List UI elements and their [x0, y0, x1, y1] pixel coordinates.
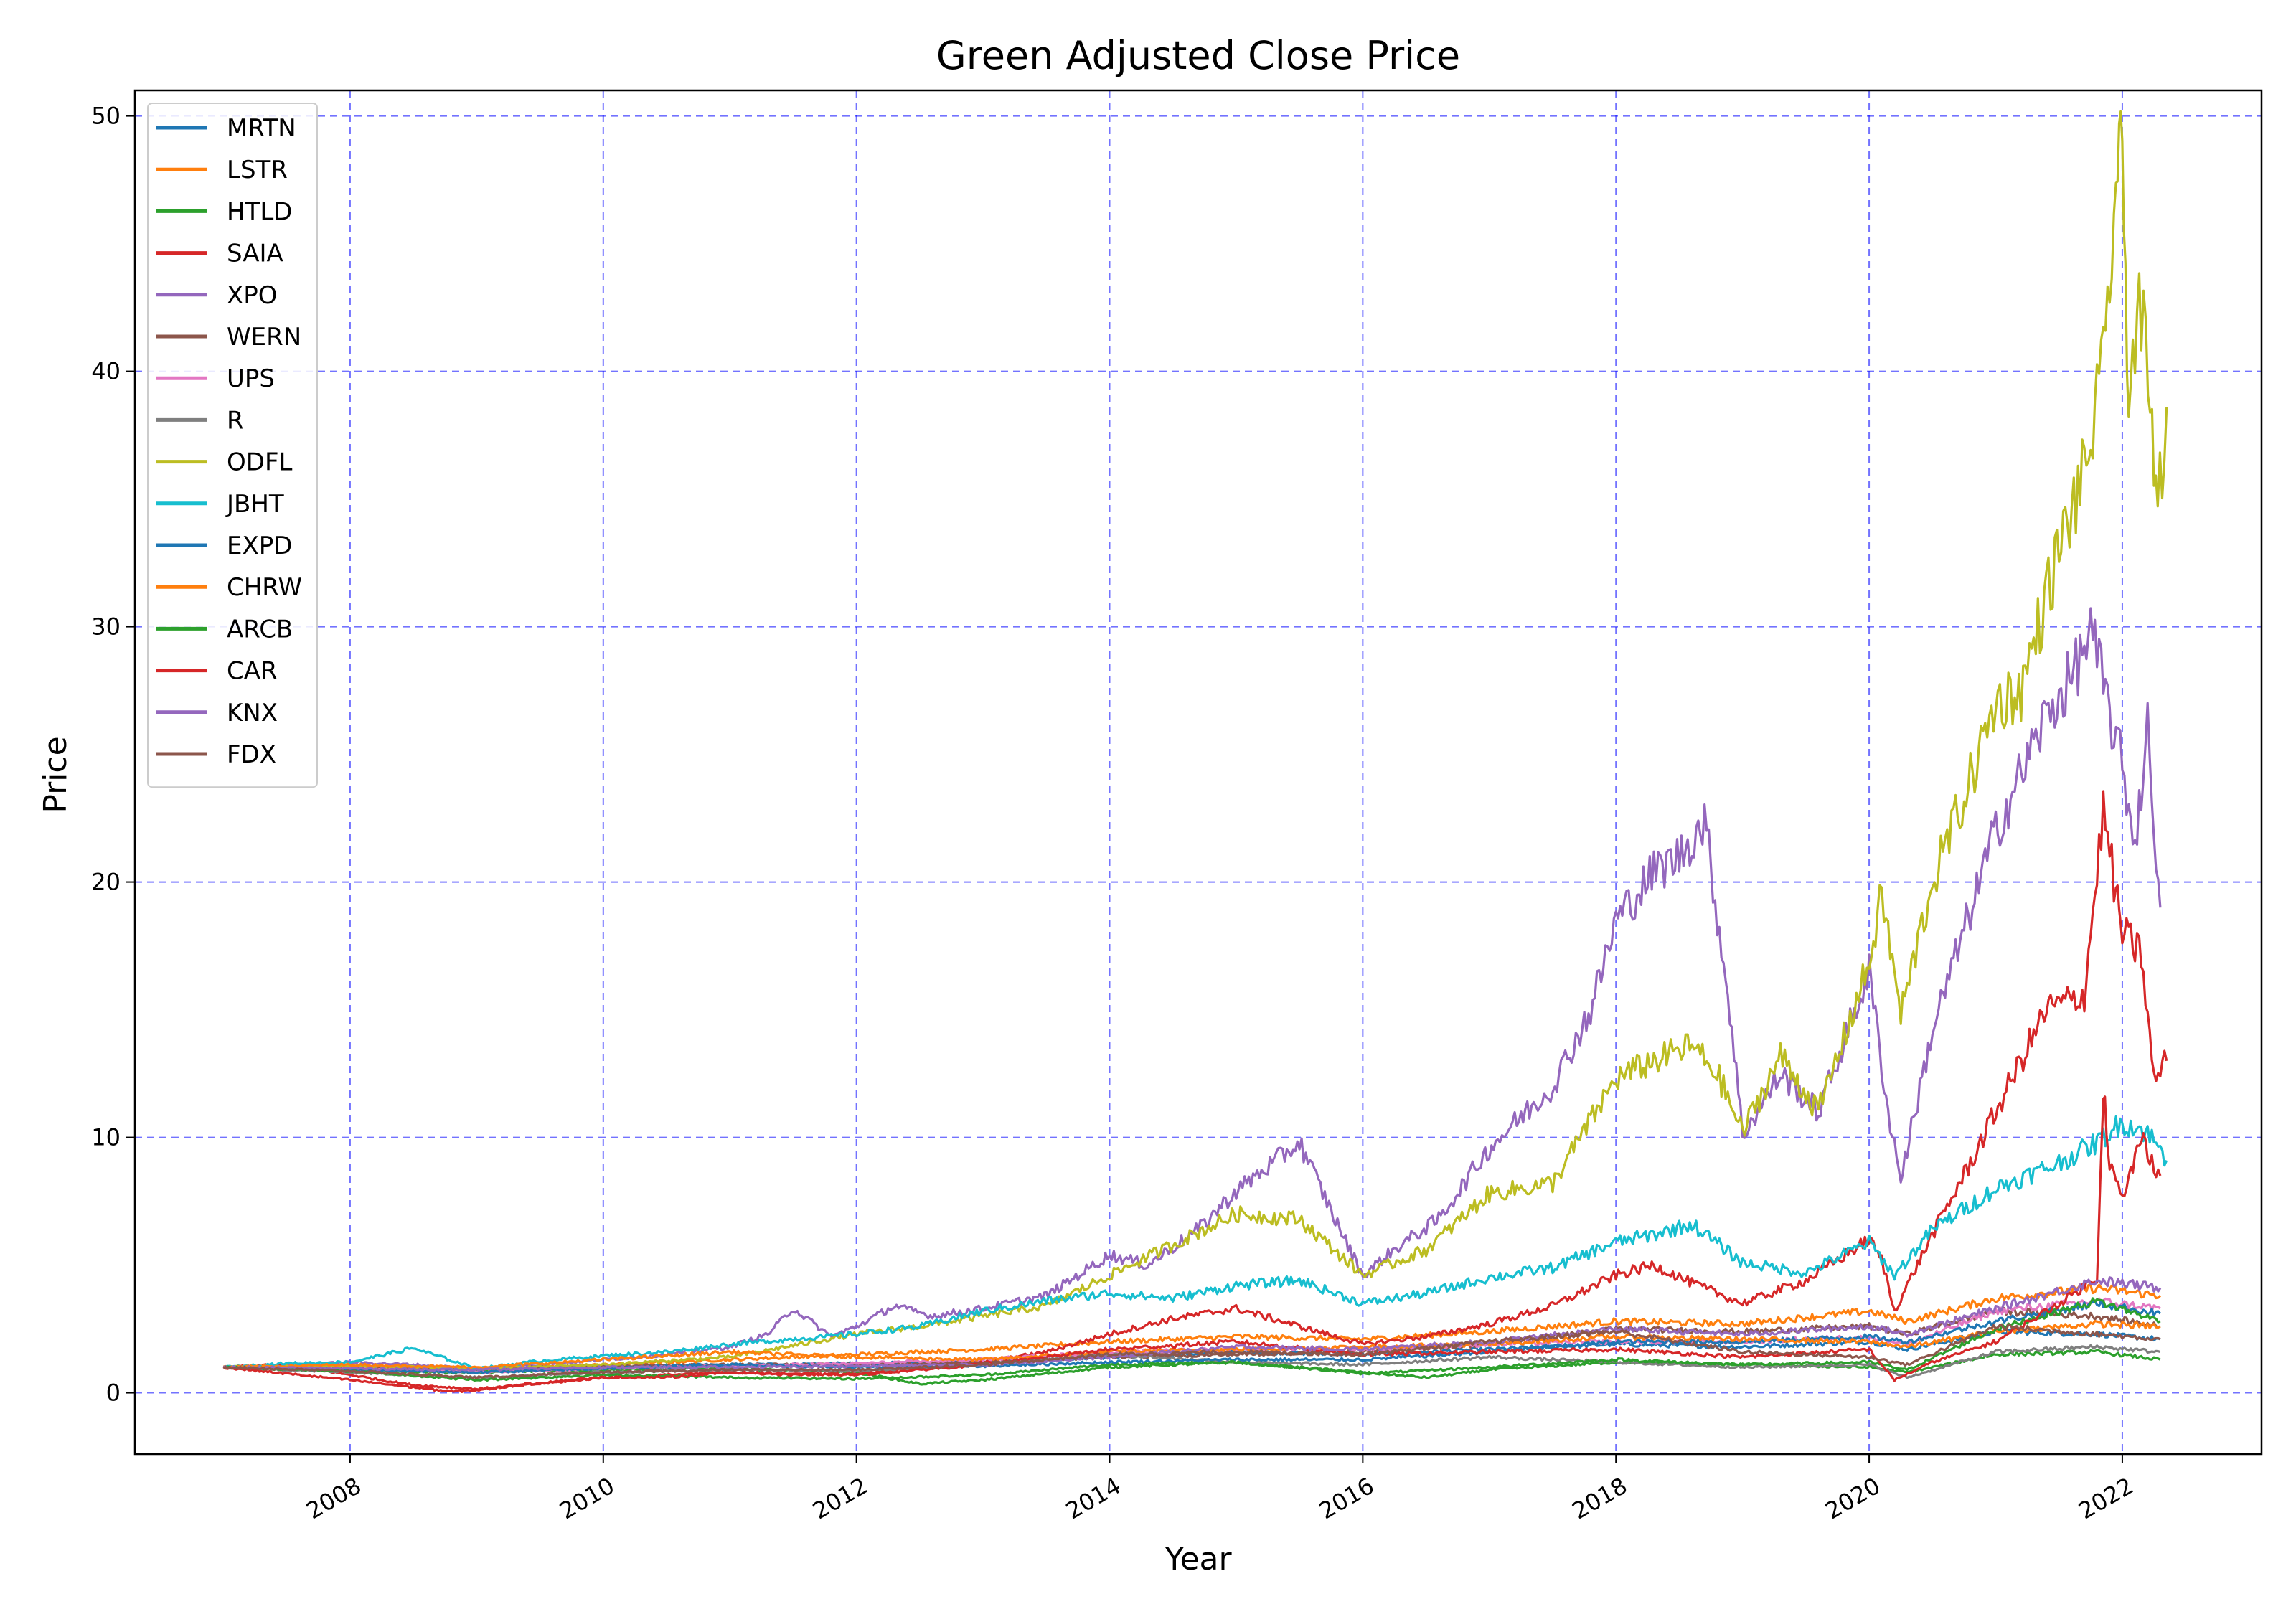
- series-line-odfl: [222, 110, 2168, 1371]
- legend-label-knx: KNX: [227, 699, 278, 727]
- legend-label-xpo: XPO: [227, 281, 278, 310]
- legend-label-expd: EXPD: [227, 532, 292, 560]
- chart-title: Green Adjusted Close Price: [936, 33, 1460, 78]
- y-axis-label: Price: [37, 736, 74, 813]
- legend-label-wern: WERN: [227, 323, 301, 352]
- legend-label-arcb: ARCB: [227, 615, 293, 643]
- legend-label-htld: HTLD: [227, 197, 292, 226]
- y-axis-ticks: 0 10 20 30 40 50: [91, 103, 135, 1407]
- legend: MRTN LSTR HTLD SAIA XPO WERN UPS R ODFL JBHT EXPD C…: [147, 103, 318, 788]
- legend-label-odfl: ODFL: [227, 448, 292, 477]
- legend-label-fdx: FDX: [227, 740, 276, 769]
- legend-label-ups: UPS: [227, 364, 275, 393]
- y-tick-label: 30: [91, 613, 121, 641]
- series-line-car: [222, 1095, 2162, 1393]
- series-line-jbht: [222, 1115, 2168, 1371]
- series-line-arcb: [223, 1297, 2161, 1382]
- grid: [135, 90, 2262, 1454]
- legend-label-mrtn: MRTN: [227, 114, 296, 143]
- series-lines: [222, 110, 2168, 1393]
- x-axis-label: Year: [1164, 1541, 1232, 1577]
- legend-label-chrw: CHRW: [227, 573, 302, 602]
- plot-frame: [133, 89, 2263, 1456]
- legend-label-lstr: LSTR: [227, 156, 288, 184]
- legend-label-car: CAR: [227, 657, 278, 686]
- y-tick-label: 10: [91, 1124, 121, 1151]
- y-tick-label: 0: [106, 1379, 121, 1407]
- y-tick-label: 20: [91, 869, 121, 896]
- legend-box: [147, 103, 318, 788]
- legend-label-r: R: [227, 406, 244, 435]
- legend-label-jbht: JBHT: [225, 490, 284, 519]
- legend-label-saia: SAIA: [227, 240, 283, 268]
- y-tick-label: 50: [91, 103, 121, 130]
- y-tick-label: 40: [91, 358, 121, 385]
- series-line-fdx: [222, 1323, 2161, 1379]
